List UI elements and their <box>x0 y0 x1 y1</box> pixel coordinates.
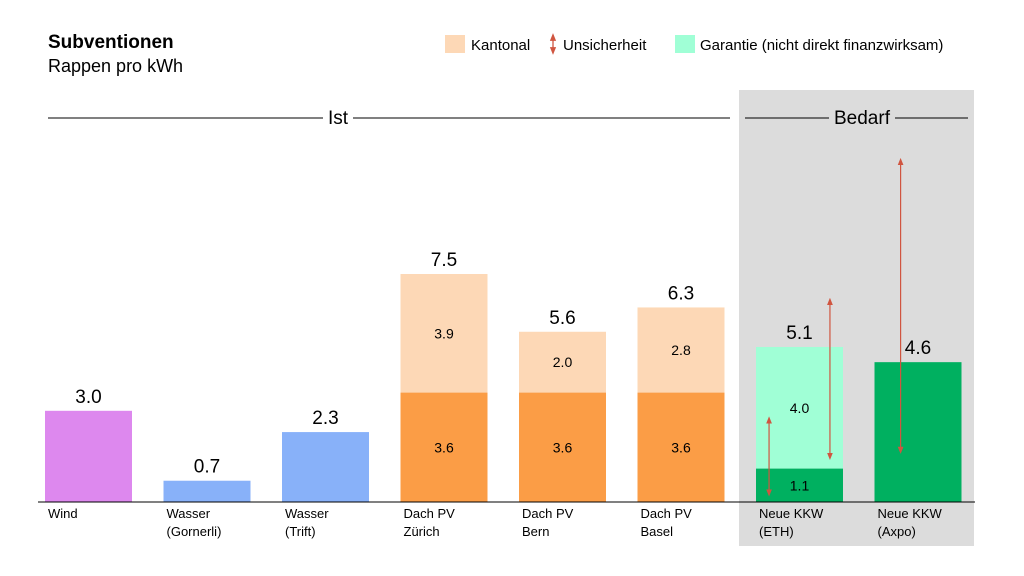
category-label-3: Dach PV Zürich <box>404 506 456 539</box>
uncertainty-layer <box>766 157 904 497</box>
bar-5-total-label: 6.3 <box>668 283 694 304</box>
bar-6-segment-1-label: 4.0 <box>790 400 810 416</box>
category-label-1-line-0: Wasser <box>167 506 211 521</box>
legend-garantie-label: Garantie (nicht direkt finanzwirksam) <box>700 37 943 54</box>
bar-3-total-label: 7.5 <box>431 250 457 271</box>
category-label-2-line-0: Wasser <box>285 506 329 521</box>
category-label-1: Wasser (Gornerli) <box>167 506 222 539</box>
category-label-5: Dach PV Basel <box>641 506 693 539</box>
group-ist: Ist <box>48 108 730 129</box>
bar-2-total-label: 2.3 <box>312 408 338 429</box>
bar-4-segment-1-label: 2.0 <box>553 354 573 370</box>
bar-0-total-label: 3.0 <box>75 387 101 408</box>
category-label-5-line-0: Dach PV <box>641 506 693 521</box>
category-label-6-line-1: (ETH) <box>759 524 794 539</box>
chart-subtitle: Rappen pro kWh <box>48 56 183 76</box>
category-label-0-line-0: Wind <box>48 506 78 521</box>
bar-5-segment-0-label: 3.6 <box>671 439 691 455</box>
bar-3-segment-0 <box>400 392 488 502</box>
bar-4-segment-0-label: 3.6 <box>553 439 573 455</box>
category-label-7-line-0: Neue KKW <box>878 506 943 521</box>
category-label-6-line-0: Neue KKW <box>759 506 824 521</box>
category-label-3-line-0: Dach PV <box>404 506 456 521</box>
category-label-1-line-1: (Gornerli) <box>167 524 222 539</box>
bar-3-segment-1 <box>400 274 488 393</box>
group-bedarf: Bedarf <box>745 108 968 129</box>
bar-7-segment-0 <box>874 362 962 502</box>
bar-5-segment-1 <box>637 307 725 393</box>
labels-layer: 3.0 0.7 2.3 3.6 3.9 7.5 3.6 2.0 5.6 3.6 2.8 6.3 1.1 4… <box>75 250 931 493</box>
ist-label: Ist <box>328 108 349 129</box>
category-label-0: Wind <box>48 506 78 521</box>
legend-kantonal-swatch <box>445 35 465 53</box>
bar-3-segment-1-label: 3.9 <box>434 325 454 341</box>
category-label-3-line-1: Zürich <box>404 524 440 539</box>
category-label-4: Dach PV Bern <box>522 506 574 539</box>
bar-4-total-label: 5.6 <box>549 308 575 329</box>
bar-1-segment-0 <box>163 480 251 502</box>
bar-6-segment-0-label: 1.1 <box>790 477 810 493</box>
legend-kantonal-label: Kantonal <box>471 37 530 54</box>
bar-5-segment-0 <box>637 392 725 502</box>
legend-unsicherheit-label: Unsicherheit <box>563 37 647 54</box>
bar-1-total-label: 0.7 <box>194 457 220 478</box>
bar-4-segment-1 <box>519 331 606 393</box>
category-label-4-line-0: Dach PV <box>522 506 574 521</box>
category-labels: Wind Wasser (Gornerli) Wasser (Trift) Dach PV… <box>48 506 943 539</box>
chart-title: Subventionen <box>48 32 174 53</box>
category-label-6: Neue KKW (ETH) <box>759 506 824 539</box>
bar-2-segment-0 <box>282 432 369 502</box>
category-label-2: Wasser (Trift) <box>285 506 329 539</box>
bar-4-segment-0 <box>519 392 606 502</box>
category-label-7: Neue KKW (Axpo) <box>878 506 943 539</box>
bar-3-segment-0-label: 3.6 <box>434 439 454 455</box>
bar-0-segment-0 <box>45 410 132 502</box>
legend: Kantonal Unsicherheit Garantie (nicht di… <box>445 33 943 55</box>
category-label-5-line-1: Basel <box>641 524 674 539</box>
bar-6-total-label: 5.1 <box>786 323 812 344</box>
category-label-4-line-1: Bern <box>522 524 549 539</box>
bedarf-label: Bedarf <box>834 108 891 129</box>
category-label-2-line-1: (Trift) <box>285 524 316 539</box>
legend-garantie-swatch <box>675 35 695 53</box>
bar-7-total-label: 4.6 <box>905 338 931 359</box>
category-label-7-line-1: (Axpo) <box>878 524 916 539</box>
bar-5-segment-1-label: 2.8 <box>671 342 691 358</box>
